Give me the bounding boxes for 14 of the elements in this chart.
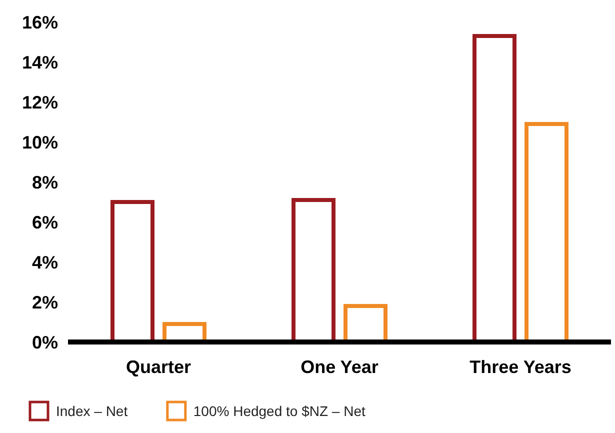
y-tick-label: 4% xyxy=(32,252,58,272)
y-tick-label: 6% xyxy=(32,212,58,232)
y-tick-label: 2% xyxy=(32,292,58,312)
y-tick-label: 0% xyxy=(32,332,58,352)
x-tick-label: Quarter xyxy=(126,357,192,377)
y-tick-label: 14% xyxy=(22,52,58,72)
y-tick-label: 12% xyxy=(22,92,58,112)
y-tick-label: 8% xyxy=(32,172,58,192)
y-tick-label: 16% xyxy=(22,12,58,32)
y-tick-label: 10% xyxy=(22,132,58,152)
legend-label: Index – Net xyxy=(56,403,128,419)
legend-label: 100% Hedged to $NZ – Net xyxy=(193,403,366,419)
x-tick-label: One Year xyxy=(300,357,378,377)
x-tick-label: Three Years xyxy=(470,357,572,377)
